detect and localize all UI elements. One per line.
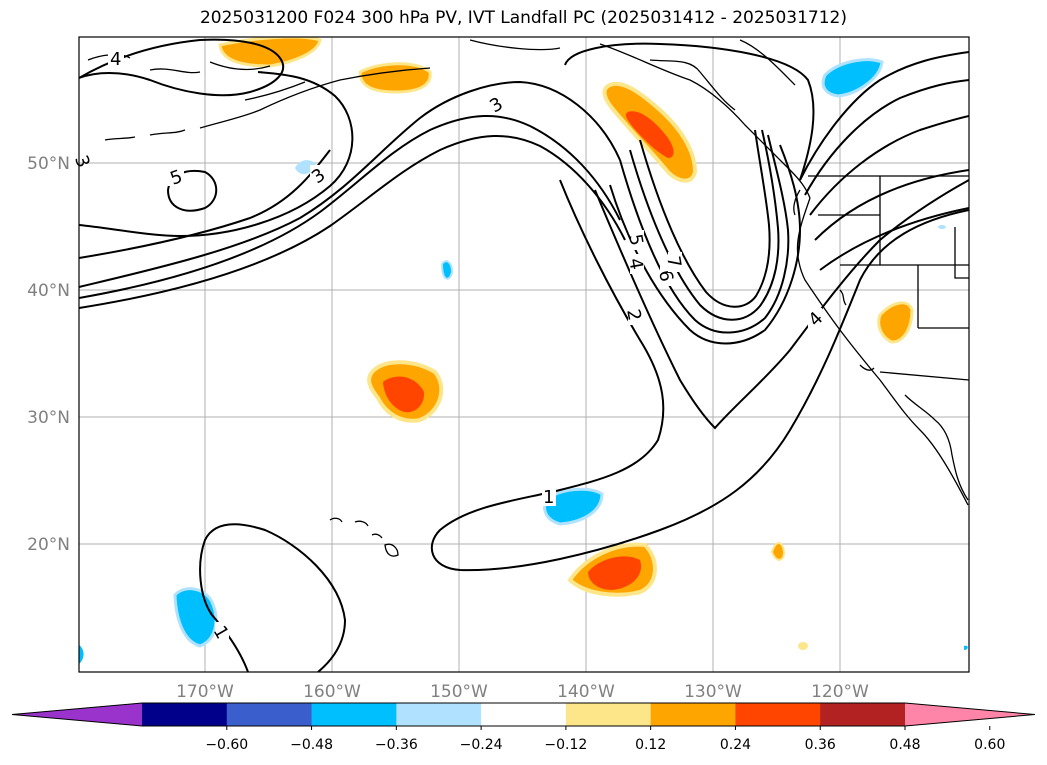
contour-inner-2 [79, 134, 626, 309]
colorbar-tick-label: 0.24 [719, 737, 752, 753]
contour-trough-7 [639, 129, 771, 308]
shade-strong-central [383, 376, 425, 413]
colorbar-segment [820, 703, 906, 726]
hawaii-islands [329, 517, 399, 557]
colorbar-tick-label: −0.12 [544, 737, 588, 753]
contour-label: 5 [624, 233, 647, 248]
colorbar-segment [311, 703, 397, 726]
map-frame [78, 36, 970, 673]
colorbar-segment [396, 703, 482, 726]
map-title: 2025031200 F024 300 hPa PV, IVT Landfall… [199, 8, 847, 28]
colorbar-tick-label: 0.60 [974, 737, 1006, 753]
lat-label: 40°N [27, 281, 70, 301]
colorbar-tick-label: −0.36 [374, 737, 418, 753]
contour-trough-6 [629, 129, 780, 321]
lat-label: 20°N [27, 535, 70, 555]
coastlines [87, 39, 969, 557]
colorbar-tick-label: 0.36 [804, 737, 836, 753]
contour-ridge-5 [819, 207, 969, 271]
colorbar-segment [650, 703, 736, 726]
state-borders [818, 176, 969, 329]
shade-negative-small-2 [440, 260, 454, 280]
contour-1-big-s [430, 179, 969, 572]
shade-positive-aleutian [358, 62, 432, 94]
lat-label: 30°N [27, 408, 70, 428]
contour-2 [594, 179, 969, 430]
shade-positive-top-left [218, 37, 322, 68]
lon-label: 130°W [684, 682, 742, 702]
contour-1-bottom-left [199, 523, 347, 672]
contour-trough-4 [609, 144, 802, 345]
shade-positive-small-2 [798, 642, 808, 650]
contour-label: 7 [662, 255, 685, 270]
contour-3 [79, 80, 621, 288]
contour-ridge-3 [809, 115, 969, 216]
contour-4-top-left [79, 38, 285, 97]
contour-label: 6 [654, 269, 677, 284]
contour-trough-5 [619, 134, 790, 334]
lon-label: 140°W [557, 682, 615, 702]
mexico-border [879, 371, 969, 381]
contour-label: 4 [110, 49, 121, 70]
lat-label: 50°N [27, 154, 70, 174]
lon-label: 170°W [176, 682, 234, 702]
colorbar-segment [142, 703, 228, 726]
colorbar-tick-label: −0.48 [290, 737, 333, 753]
lon-label: 120°W [811, 682, 869, 702]
contour-3b [79, 149, 331, 259]
colorbar-extend-max [905, 703, 1035, 726]
shade-negative-edge-left [79, 645, 84, 664]
colorbar-segment [481, 703, 567, 726]
north-america-coast [793, 189, 969, 506]
contour-upper-loop [564, 42, 815, 181]
colorbar-tick-label: 0.12 [635, 737, 667, 753]
contour-left-large [79, 71, 354, 238]
contour-inner-1 [79, 114, 621, 299]
contour-label: 2 [622, 308, 645, 323]
colorbar [11, 702, 1036, 730]
lon-label: 150°W [430, 682, 488, 702]
colorbar-segment [226, 703, 313, 726]
map-panel [79, 37, 969, 672]
colorbar-tick-label: −0.60 [205, 737, 249, 753]
shade-positive-california [877, 301, 914, 344]
ivt-shading [79, 37, 968, 664]
pv-contours [79, 38, 969, 672]
contour-ridge-2 [804, 79, 969, 196]
colorbar-segment [565, 703, 652, 726]
lon-label: 160°W [303, 682, 361, 702]
longitude-labels: 170°W 160°W 150°W 140°W 130°W 120°W [176, 682, 869, 702]
colorbar-tick-label: 0.48 [889, 737, 921, 753]
contour-label: 4 [624, 257, 647, 272]
colorbar-tick-label: −0.24 [459, 737, 503, 753]
shade-negative-bc [821, 58, 884, 98]
contour-label: 1 [543, 487, 554, 508]
contour-ridge-4 [814, 169, 969, 241]
latitude-labels: 50°N 40°N 30°N 20°N [27, 154, 70, 555]
contour-labels: 4 5 3 3 3 1 2 4 5 6 7 1 4 [70, 48, 827, 643]
contour-ridge-1 [799, 51, 969, 181]
shade-positive-small-1 [770, 542, 786, 561]
shade-strong-south [588, 556, 642, 590]
shade-negative-edge-right [964, 645, 968, 650]
colorbar-extend-min [12, 703, 142, 726]
colorbar-outline [11, 702, 1036, 727]
colorbar-segment [735, 703, 821, 726]
shade-strong-gulf-alaska [625, 111, 674, 158]
shade-negative-22n [543, 487, 604, 526]
shade-negative-small-3 [938, 225, 946, 229]
